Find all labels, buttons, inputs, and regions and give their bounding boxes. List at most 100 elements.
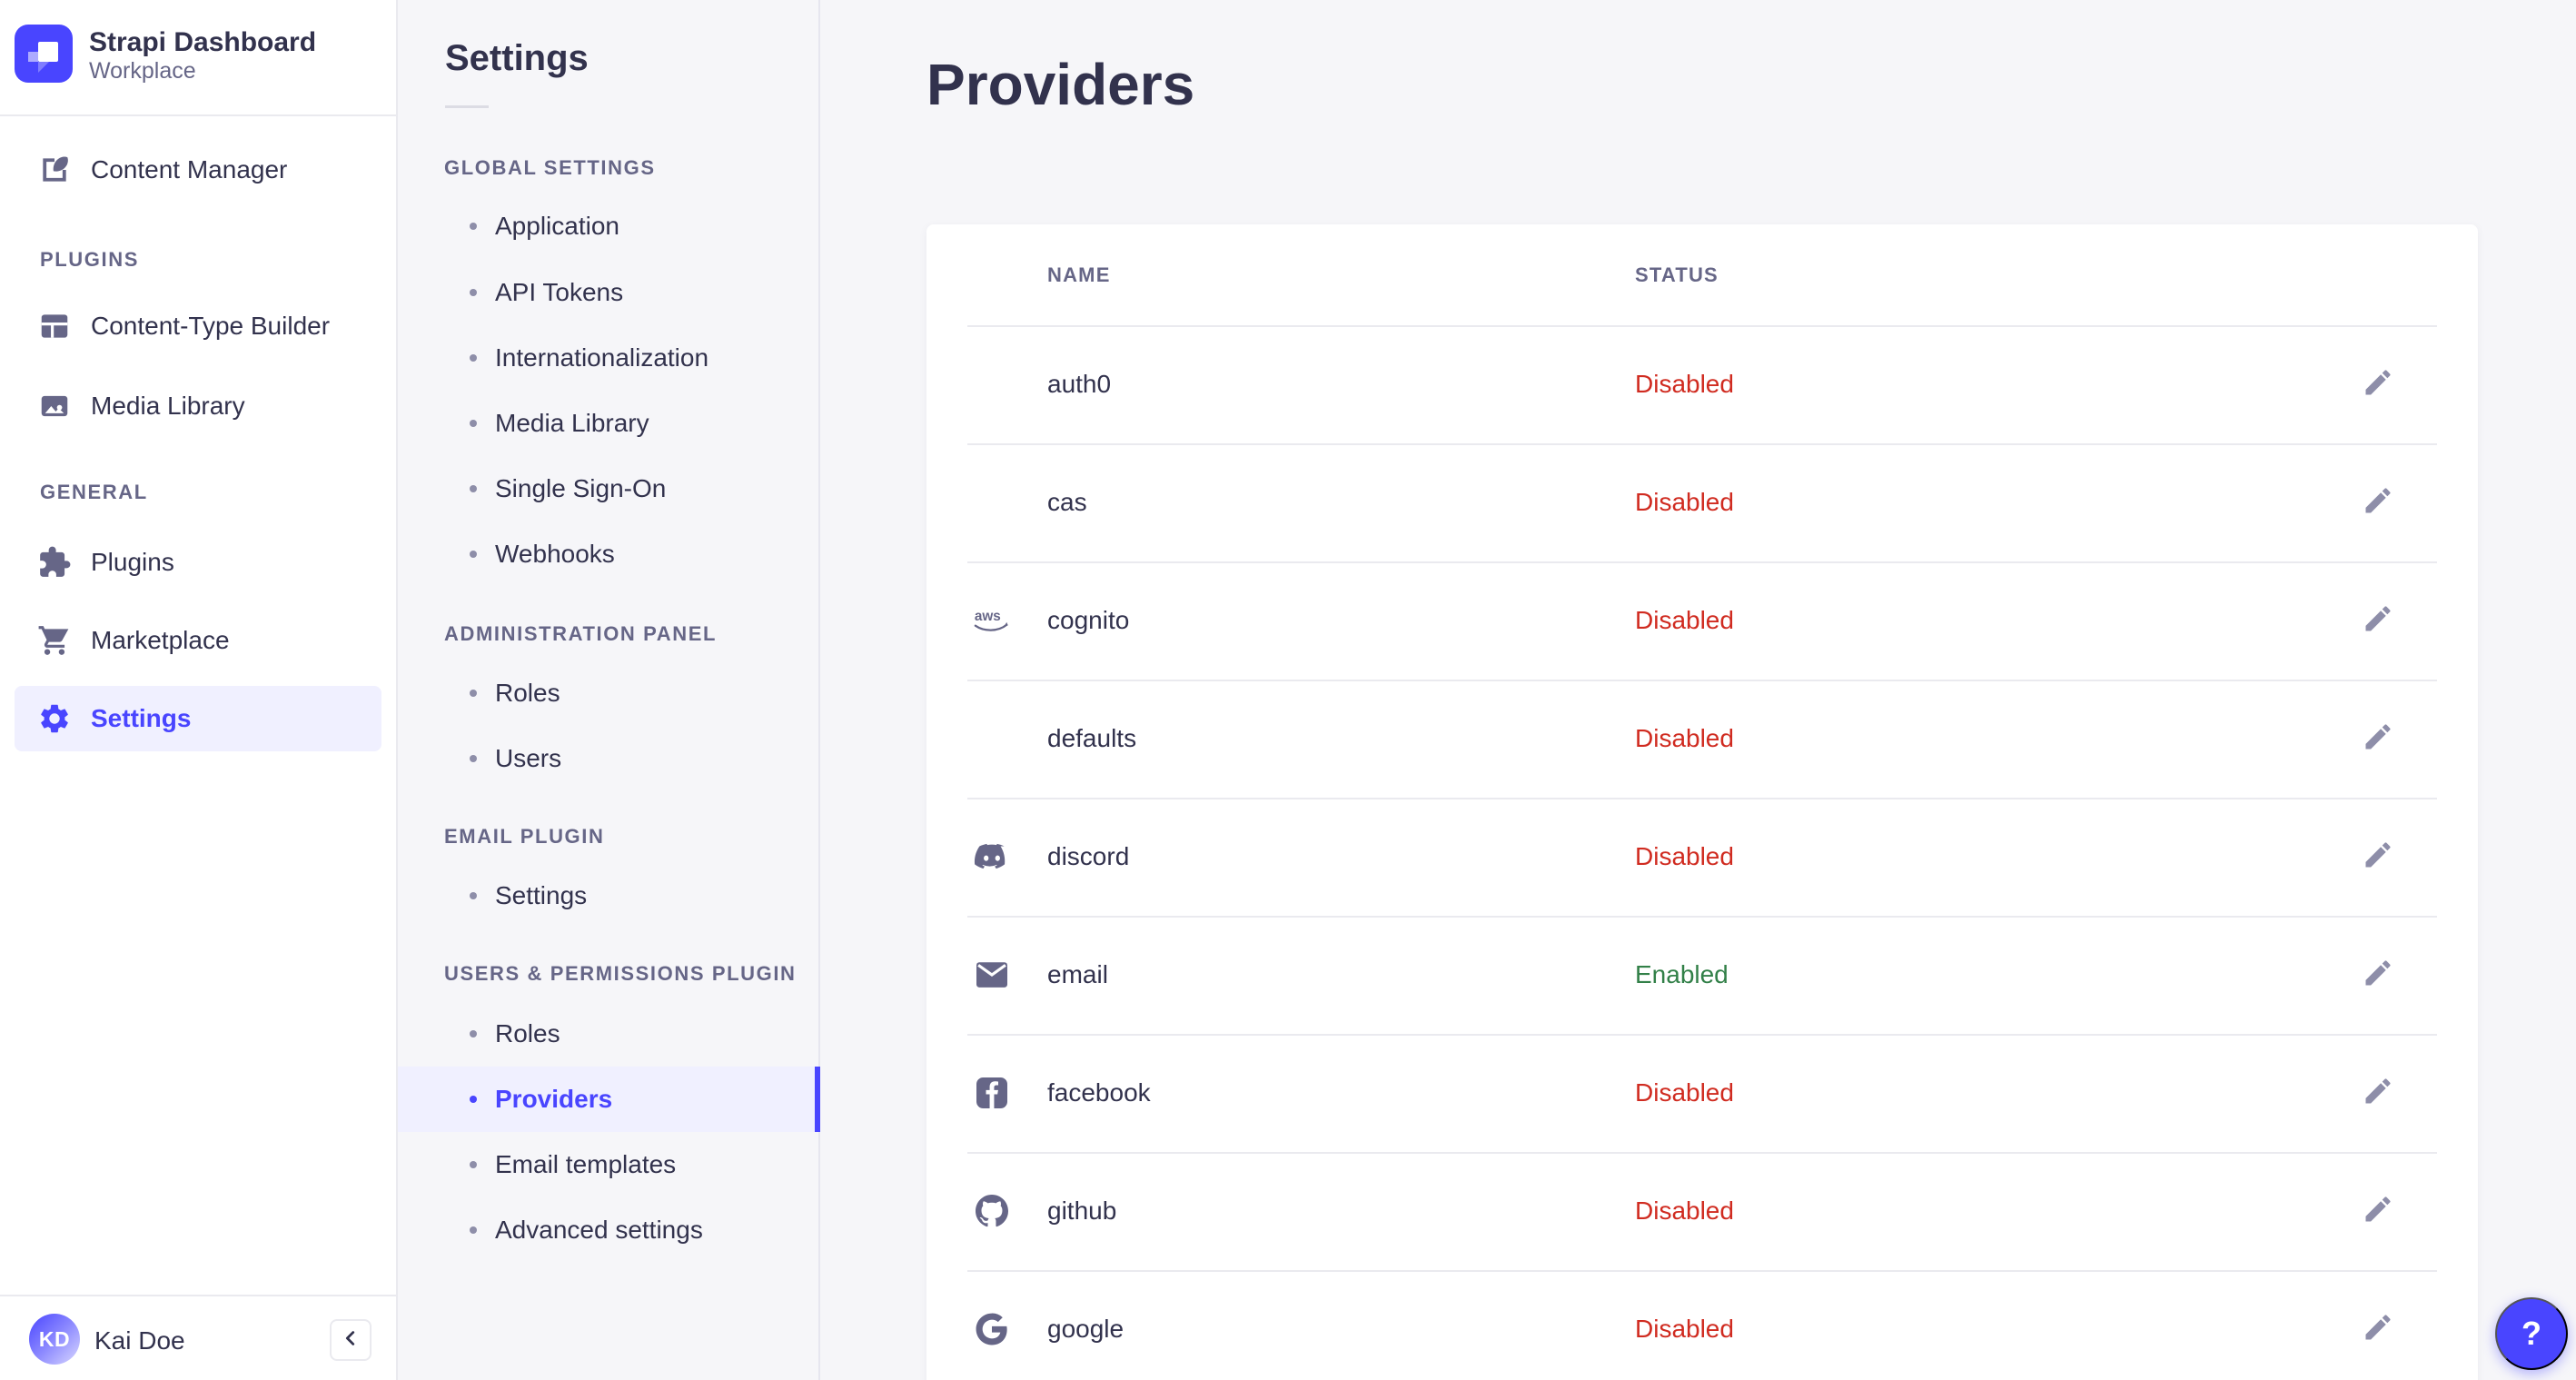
discord-icon [972, 837, 1012, 877]
edit-provider-button[interactable] [2356, 717, 2400, 760]
provider-name: github [1047, 1196, 1117, 1225]
svg-text:aws: aws [975, 609, 1001, 624]
status-badge: Disabled [1635, 724, 1734, 752]
content-manager-icon [36, 152, 73, 188]
sidebar-item-marketplace[interactable]: Marketplace [0, 608, 396, 673]
facebook-icon [972, 1073, 1012, 1113]
subnav-item-application[interactable]: Application [398, 194, 818, 259]
edit-provider-button[interactable] [2356, 1307, 2400, 1351]
workspace-header[interactable]: Strapi Dashboard Workplace [0, 0, 396, 116]
plugins-icon [36, 544, 73, 581]
user-name: Kai Doe [94, 1326, 185, 1355]
column-header-name: NAME [1047, 263, 1111, 286]
column-header-status: STATUS [1635, 263, 1719, 286]
subnav-item-advanced-settings[interactable]: Advanced settings [398, 1197, 818, 1263]
table-row-facebook: facebook Disabled [926, 1034, 2478, 1152]
pencil-icon [2362, 366, 2394, 403]
collapse-sidebar-button[interactable] [330, 1319, 372, 1361]
bullet-icon [470, 755, 477, 762]
status-badge: Disabled [1635, 1196, 1734, 1225]
subnav-item-media-library[interactable]: Media Library [398, 391, 818, 456]
sidebar-item-label: Settings [91, 704, 192, 732]
sidebar-item-label: Content-Type Builder [91, 312, 331, 340]
subnav-item-roles[interactable]: Roles [398, 660, 818, 726]
status-badge: Disabled [1635, 842, 1734, 870]
table-row-defaults: defaults Disabled [926, 680, 2478, 798]
subnav-item-providers[interactable]: Providers [398, 1067, 820, 1132]
subnav-item-label: Advanced settings [495, 1216, 703, 1244]
provider-name: discord [1047, 842, 1130, 870]
subnav-title-divider [445, 105, 489, 108]
subnav-section-global-settings: GLOBAL SETTINGS [444, 156, 656, 179]
content-type-builder-icon [36, 308, 73, 344]
email-icon [972, 955, 1012, 995]
main-content: Providers NAME STATUS auth0 Disabled cas Di… [820, 0, 2576, 1380]
bullet-icon [470, 289, 477, 296]
help-button[interactable]: ? [2495, 1297, 2568, 1370]
table-row-auth0: auth0 Disabled [926, 325, 2478, 443]
subnav-section-email-plugin: EMAIL PLUGIN [444, 825, 605, 848]
nav-section-plugins: PLUGINS [40, 248, 139, 271]
edit-provider-button[interactable] [2356, 835, 2400, 879]
sidebar-item-plugins[interactable]: Plugins [0, 530, 396, 595]
subnav-item-label: API Tokens [495, 278, 624, 306]
subnav-item-label: Users [495, 744, 562, 772]
edit-provider-button[interactable] [2356, 1189, 2400, 1233]
sidebar-item-content-manager[interactable]: Content Manager [0, 137, 396, 203]
table-row-cas: cas Disabled [926, 443, 2478, 561]
pencil-icon [2362, 1075, 2394, 1112]
bullet-icon [470, 690, 477, 697]
edit-provider-button[interactable] [2356, 362, 2400, 406]
sidebar-item-label: Media Library [91, 392, 245, 420]
status-badge: Disabled [1635, 370, 1734, 398]
subnav-item-label: Media Library [495, 409, 649, 437]
edit-provider-button[interactable] [2356, 1071, 2400, 1115]
subnav-item-label: Application [495, 212, 619, 240]
subnav-item-email-templates[interactable]: Email templates [398, 1132, 818, 1197]
subnav-item-users[interactable]: Users [398, 726, 818, 791]
edit-provider-button[interactable] [2356, 953, 2400, 997]
bullet-icon [470, 485, 477, 492]
bullet-icon [470, 892, 477, 899]
pencil-icon [2362, 1193, 2394, 1230]
sidebar-item-content-type-builder[interactable]: Content-Type Builder [0, 293, 396, 359]
table-row-google: google Disabled [926, 1270, 2478, 1380]
page-title: Providers [926, 52, 1195, 117]
status-badge: Disabled [1635, 1078, 1734, 1107]
subnav-item-single-sign-on[interactable]: Single Sign-On [398, 456, 818, 521]
subnav-title: Settings [445, 38, 589, 78]
subnav-item-label: Roles [495, 1019, 560, 1047]
edit-provider-button[interactable] [2356, 599, 2400, 642]
marketplace-icon [36, 622, 73, 659]
provider-name: facebook [1047, 1078, 1151, 1107]
sidebar-item-settings[interactable]: Settings [15, 686, 381, 751]
sidebar-footer: KD Kai Doe [0, 1295, 396, 1380]
subnav-item-internationalization[interactable]: Internationalization [398, 325, 818, 391]
sidebar-item-label: Marketplace [91, 626, 230, 654]
provider-name: google [1047, 1315, 1125, 1343]
status-badge: Enabled [1635, 960, 1729, 988]
bullet-icon [470, 354, 477, 362]
edit-provider-button[interactable] [2356, 481, 2400, 524]
bullet-icon [470, 1226, 477, 1234]
pencil-icon [2362, 839, 2394, 876]
status-badge: Disabled [1635, 606, 1734, 634]
avatar[interactable]: KD [29, 1314, 80, 1365]
chevron-left-icon [341, 1328, 361, 1353]
subnav-item-settings[interactable]: Settings [398, 863, 818, 928]
subnav-item-label: Single Sign-On [495, 474, 667, 502]
subnav-item-label: Internationalization [495, 343, 709, 372]
bullet-icon [470, 1161, 477, 1168]
subnav-item-label: Roles [495, 679, 560, 707]
sidebar-item-media-library[interactable]: Media Library [0, 373, 396, 439]
pencil-icon [2362, 720, 2394, 758]
subnav-item-webhooks[interactable]: Webhooks [398, 521, 818, 587]
subnav-item-roles[interactable]: Roles [398, 1001, 818, 1067]
table-body: auth0 Disabled cas Disabled aws cognito Disabl… [926, 325, 2478, 1380]
subnav-item-api-tokens[interactable]: API Tokens [398, 260, 818, 325]
subnav-item-label: Email templates [495, 1150, 677, 1178]
main-sidebar: Strapi Dashboard Workplace Content Manag… [0, 0, 398, 1380]
subnav-item-label: Providers [495, 1085, 613, 1113]
status-badge: Disabled [1635, 488, 1734, 516]
app-title: Strapi Dashboard [89, 27, 317, 57]
